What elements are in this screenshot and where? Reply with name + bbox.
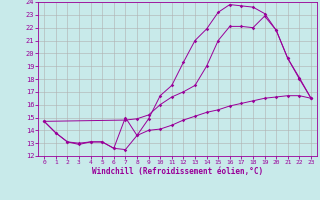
X-axis label: Windchill (Refroidissement éolien,°C): Windchill (Refroidissement éolien,°C) <box>92 167 263 176</box>
